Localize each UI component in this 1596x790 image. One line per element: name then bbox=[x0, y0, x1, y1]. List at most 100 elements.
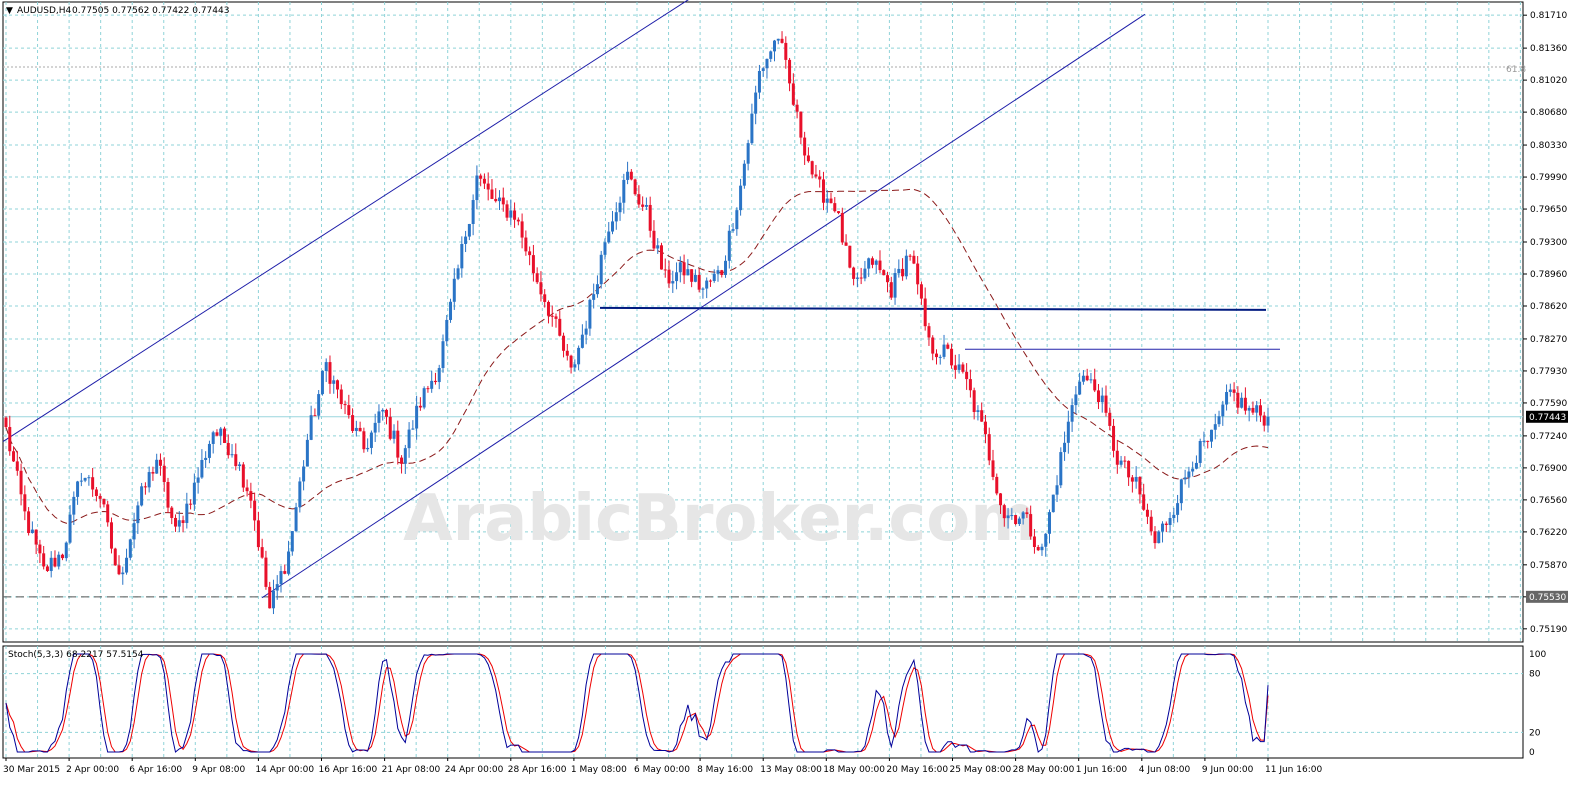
header-arrow-icon[interactable]: ▼ bbox=[6, 6, 13, 16]
candle-body bbox=[358, 427, 362, 432]
candle-body bbox=[388, 416, 392, 439]
candle-body bbox=[343, 404, 347, 406]
candle-body bbox=[761, 68, 765, 71]
candle-body bbox=[128, 539, 132, 558]
time-tick-label: 4 Jun 08:00 bbox=[1139, 765, 1191, 775]
candle-body bbox=[614, 212, 618, 222]
candle-body bbox=[72, 496, 76, 515]
candle-body bbox=[53, 557, 57, 567]
candle-body bbox=[554, 316, 558, 319]
candle-body bbox=[667, 269, 671, 284]
candle-body bbox=[215, 432, 219, 436]
time-tick-label: 6 Apr 16:00 bbox=[129, 765, 182, 775]
watermark-text: ArabicBroker.com bbox=[403, 482, 1037, 556]
candle-body bbox=[927, 326, 931, 338]
price-tick-label: 0.79990 bbox=[1530, 173, 1567, 183]
candle-body bbox=[995, 476, 999, 494]
candle-body bbox=[1002, 505, 1006, 519]
main-grid bbox=[3, 2, 1523, 642]
candle-body bbox=[637, 194, 641, 205]
candle-body bbox=[1142, 494, 1146, 510]
candle-body bbox=[780, 38, 784, 43]
candle-body bbox=[901, 268, 905, 277]
time-tick-label: 24 Apr 00:00 bbox=[445, 765, 504, 775]
candle-body bbox=[1187, 471, 1191, 478]
candle-body bbox=[1217, 416, 1221, 425]
candle-body bbox=[238, 464, 242, 467]
candle-body bbox=[531, 255, 535, 274]
candle-body bbox=[121, 572, 125, 575]
candle-body bbox=[603, 242, 607, 255]
candle-body bbox=[693, 274, 697, 282]
candle-body bbox=[912, 255, 916, 264]
candle-body bbox=[392, 430, 396, 439]
candle-body bbox=[934, 353, 938, 358]
candle-body bbox=[426, 388, 430, 390]
candle-body bbox=[750, 113, 754, 144]
candle-body bbox=[972, 390, 976, 413]
candle-body bbox=[486, 183, 490, 190]
candle-body bbox=[546, 301, 550, 316]
candle-body bbox=[177, 520, 181, 527]
candle-body bbox=[825, 198, 829, 203]
candle-body bbox=[893, 273, 897, 298]
candle-body bbox=[140, 486, 144, 506]
candle-body bbox=[886, 275, 890, 283]
candle-body bbox=[855, 277, 859, 279]
candle-body bbox=[494, 198, 498, 202]
candle-body bbox=[659, 245, 663, 270]
candle-body bbox=[611, 221, 615, 232]
candle-body bbox=[776, 38, 780, 41]
candle-body bbox=[366, 447, 370, 450]
candle-body bbox=[166, 481, 170, 508]
candle-body bbox=[528, 251, 532, 256]
candle-body bbox=[727, 230, 731, 261]
time-tick-label: 18 May 00:00 bbox=[823, 765, 885, 775]
candle-body bbox=[814, 174, 818, 177]
candle-body bbox=[1262, 415, 1266, 426]
price-tick-label: 0.75870 bbox=[1530, 561, 1567, 571]
candle-body bbox=[207, 443, 211, 458]
candle-body bbox=[983, 421, 987, 435]
candle-body bbox=[155, 459, 159, 474]
candle-body bbox=[362, 431, 366, 450]
support-price-tag-label: 0.75530 bbox=[1529, 593, 1566, 603]
candle-body bbox=[271, 590, 275, 609]
candle-body bbox=[795, 104, 799, 112]
candle-body bbox=[1183, 477, 1187, 480]
candle-body bbox=[27, 511, 31, 534]
price-tick-label: 0.77930 bbox=[1530, 367, 1567, 377]
candle-body bbox=[460, 243, 464, 269]
candle-body bbox=[535, 273, 539, 283]
candle-body bbox=[230, 454, 234, 456]
candle-body bbox=[1240, 397, 1244, 408]
candle-body bbox=[1096, 390, 1100, 403]
candle-body bbox=[38, 544, 42, 554]
candle-body bbox=[1179, 479, 1183, 504]
candle-body bbox=[818, 176, 822, 180]
candle-body bbox=[588, 299, 592, 329]
candle-body bbox=[64, 542, 68, 559]
candle-body bbox=[644, 204, 648, 207]
candle-body bbox=[222, 428, 226, 443]
candle-body bbox=[1040, 546, 1044, 551]
candle-body bbox=[908, 255, 912, 257]
candle-body bbox=[773, 40, 777, 52]
candle-body bbox=[347, 405, 351, 416]
candle-body bbox=[1025, 512, 1029, 515]
candle-body bbox=[626, 171, 630, 180]
candle-body bbox=[19, 470, 23, 495]
candle-body bbox=[441, 341, 445, 369]
candle-body bbox=[539, 282, 543, 295]
price-tick-label: 0.81710 bbox=[1530, 11, 1567, 21]
candle-body bbox=[1048, 512, 1052, 534]
candle-body bbox=[76, 481, 80, 497]
candle-body bbox=[573, 364, 577, 368]
time-tick-label: 28 Apr 16:00 bbox=[508, 765, 567, 775]
candle-body bbox=[256, 520, 260, 548]
candle-body bbox=[320, 370, 324, 395]
candle-body bbox=[268, 586, 272, 609]
candle-body bbox=[957, 364, 961, 370]
